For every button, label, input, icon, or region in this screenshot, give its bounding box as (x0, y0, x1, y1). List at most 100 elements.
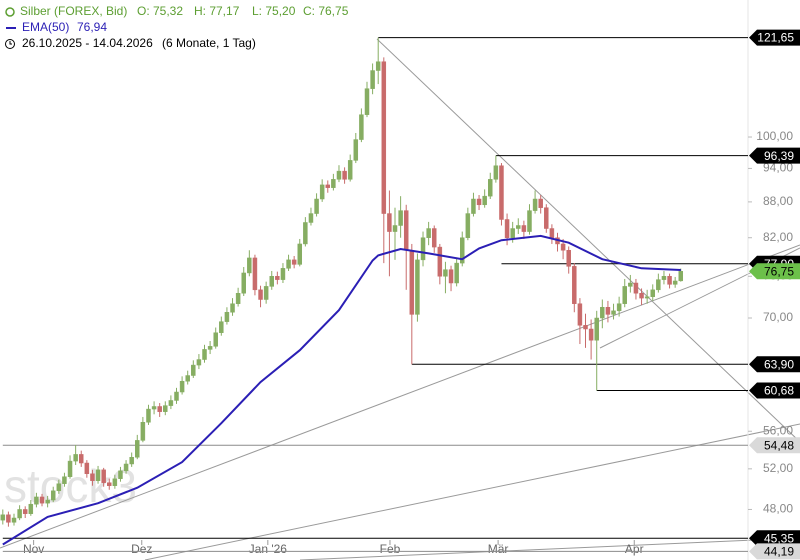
y-tick-label: 100,00 (756, 129, 793, 143)
candle-body (50, 490, 56, 501)
clock-hands (9, 41, 12, 45)
candle-body (342, 170, 347, 180)
price-label: 96,39 (764, 149, 794, 163)
candle-body (6, 514, 11, 523)
candle-body (493, 165, 499, 180)
candle-body (426, 228, 431, 238)
candle-body (84, 462, 90, 475)
candle-body (437, 246, 443, 277)
candle-body (62, 476, 67, 484)
y-tick-label: 70,00 (763, 310, 793, 324)
candle-body (600, 307, 605, 319)
candle-body (482, 195, 487, 206)
candle-body (656, 279, 661, 291)
candle-body (465, 213, 471, 238)
candle-body (521, 225, 527, 232)
candle-body (67, 460, 73, 477)
y-tick-label: 52,00 (763, 461, 793, 475)
y-tick-label: 82,00 (763, 230, 793, 244)
candle-body (544, 207, 549, 229)
price-label: 45,35 (764, 531, 794, 545)
candle-body (291, 259, 297, 265)
candle-body (157, 406, 162, 412)
candle-body (661, 276, 667, 280)
candle-body (39, 496, 45, 504)
candle-body (516, 225, 521, 229)
candle-body (196, 359, 202, 366)
candle-body (364, 88, 370, 115)
price-label-box (749, 530, 800, 547)
candle-body (179, 380, 185, 393)
candle-body (224, 311, 230, 322)
candle-body (605, 307, 611, 315)
candle-body (415, 259, 420, 315)
candle-body (370, 70, 375, 89)
candle-body (504, 219, 510, 238)
candle-body (572, 266, 577, 304)
candle-body (275, 276, 280, 280)
x-tick-label: Mär (488, 542, 509, 556)
candle-body (622, 286, 627, 304)
candle-body (297, 243, 303, 265)
candle-body (118, 470, 123, 479)
price-label: 44,19 (764, 545, 794, 559)
candle-body (628, 282, 633, 287)
candle-body (650, 289, 655, 297)
candle-body (443, 269, 448, 277)
candle-body (488, 179, 493, 197)
candle-body (319, 184, 325, 200)
candle-body (247, 257, 252, 274)
candle-body (303, 222, 308, 245)
trend-line (0, 244, 800, 549)
candle-body (409, 250, 415, 315)
price-label-box (749, 263, 800, 280)
candle-body (459, 237, 465, 264)
candle-body (325, 184, 331, 188)
candle-body (353, 139, 359, 161)
candle-body (448, 269, 454, 284)
candle-body (392, 225, 398, 232)
indicator-value: 76,94 (77, 20, 107, 34)
ema-line (2, 234, 681, 546)
candle-body (471, 198, 476, 214)
candle-body (359, 114, 364, 140)
plot: 100,0094,0088,0082,0076,0070,0056,0052,0… (0, 29, 800, 560)
candle-body (331, 179, 336, 188)
candle-body (387, 213, 392, 232)
candle-body (347, 160, 353, 180)
candle-body (78, 454, 84, 464)
candle-body (213, 332, 218, 347)
y-tick-label: 48,00 (763, 502, 793, 516)
candle-body (174, 391, 179, 401)
candle-body (588, 328, 594, 341)
price-label: 60,68 (764, 384, 794, 398)
candle-body (420, 237, 426, 261)
candle-body (678, 271, 684, 282)
candle-body (532, 198, 538, 211)
candle-body (135, 440, 140, 458)
candle-body (594, 317, 599, 341)
candle-body (101, 469, 106, 483)
candle-body (476, 198, 482, 206)
candle-body (499, 165, 504, 220)
candle-body (454, 262, 459, 284)
candle-body (616, 303, 622, 312)
clock-icon (5, 39, 15, 49)
low: L: 75,20 (252, 4, 296, 18)
candle-body (403, 210, 409, 251)
x-tick-label: Apr (625, 542, 644, 556)
price-label: 121,65 (757, 31, 794, 45)
candle-body (431, 228, 437, 248)
price-label-box (749, 382, 800, 399)
x-tick-label: Nov (23, 542, 44, 556)
x-tick-label: Jan '26 (249, 542, 288, 556)
candle-body (151, 406, 157, 410)
candle-body (566, 250, 571, 267)
price-label-box (749, 437, 800, 454)
candle-body (644, 296, 650, 299)
period: (6 Monate, 1 Tag) (162, 36, 256, 50)
candle-body (510, 228, 515, 238)
candle-body (577, 303, 583, 326)
candle-body (112, 478, 118, 486)
